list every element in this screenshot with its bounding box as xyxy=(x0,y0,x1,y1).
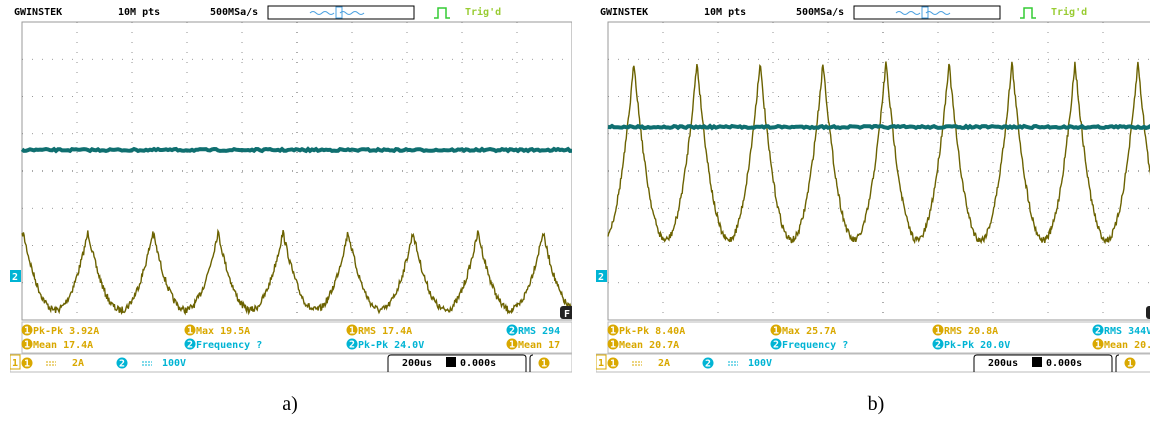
channel-number: 2 xyxy=(773,340,779,351)
measurement: Pk-Pk 20.0V xyxy=(944,340,1010,351)
channel-number: 1 xyxy=(349,326,355,337)
trigger-icon xyxy=(434,8,450,18)
channel-number: 2 xyxy=(509,326,515,337)
channel-number: 2 xyxy=(1095,326,1101,337)
measurement-panel xyxy=(608,322,1150,353)
brand: GWINSTEK xyxy=(600,7,648,18)
corner-icon: F xyxy=(564,309,570,320)
trigger-source: 1 xyxy=(12,358,18,369)
h-position: 0.000s xyxy=(460,358,496,369)
channel-number: 1 xyxy=(935,326,941,337)
record-length: 10M pts xyxy=(118,7,160,18)
measurement: Mean 17.4A xyxy=(33,340,93,351)
measurement: Max 19.5A xyxy=(196,326,250,337)
channel-number: 1 xyxy=(773,326,779,337)
measurement: Pk-Pk 3.92A xyxy=(33,326,99,337)
h-icon xyxy=(446,357,456,367)
channel-2-trace xyxy=(22,149,572,151)
timebase: 200us xyxy=(402,358,432,369)
trigger-status: Trig'd xyxy=(1051,6,1087,18)
ground-marker: 2 xyxy=(12,272,18,283)
record-length: 10M pts xyxy=(704,7,746,18)
channel-number: 1 xyxy=(24,340,30,351)
caption: a) xyxy=(282,393,298,415)
figure: GWINSTEK10M pts500MSa/sTrig'd2F1Pk-Pk 3.… xyxy=(0,0,1150,423)
channel-number: 1 xyxy=(509,340,515,351)
right-label: 1 xyxy=(1127,359,1133,370)
caption: b) xyxy=(868,393,885,415)
right-label: 1 xyxy=(541,359,547,370)
ch1-label: 1 xyxy=(610,359,616,370)
channel-number: 2 xyxy=(349,340,355,351)
ch2-label: 2 xyxy=(119,359,125,370)
ch1-scale: 2A xyxy=(72,358,84,369)
trigger-icon xyxy=(1020,8,1036,18)
measurement-panel xyxy=(22,322,572,353)
ch2-label: 2 xyxy=(705,359,711,370)
channel-number: 1 xyxy=(610,326,616,337)
ch1-label: 1 xyxy=(24,359,30,370)
channel-2-trace xyxy=(608,126,1150,128)
channel-number: 2 xyxy=(935,340,941,351)
sample-rate: 500MSa/s xyxy=(796,7,844,18)
measurement: RMS 294 xyxy=(518,326,560,337)
h-position: 0.000s xyxy=(1046,358,1082,369)
ch2-scale: 100V xyxy=(162,358,186,369)
h-icon xyxy=(1032,357,1042,367)
measurement: Pk-Pk 8.40A xyxy=(619,326,685,337)
channel-number: 2 xyxy=(187,340,193,351)
ch2-scale: 100V xyxy=(748,358,772,369)
channel-number: 1 xyxy=(610,340,616,351)
measurement: Mean 17 xyxy=(518,340,560,351)
measurement: Mean 20.7A xyxy=(619,340,679,351)
measurement: Frequency ? xyxy=(782,340,848,351)
measurement: RMS 17.4A xyxy=(358,326,412,337)
channel-number: 1 xyxy=(187,326,193,337)
channel-number: 1 xyxy=(24,326,30,337)
trigger-status: Trig'd xyxy=(465,6,501,18)
channel-number: 1 xyxy=(1095,340,1101,351)
page: GWINSTEK10M pts500MSa/sTrig'd2F1Pk-Pk 3.… xyxy=(0,0,1150,423)
measurement: Pk-Pk 24.0V xyxy=(358,340,424,351)
trigger-source: 1 xyxy=(598,358,604,369)
measurement: Frequency ? xyxy=(196,340,262,351)
timebase: 200us xyxy=(988,358,1018,369)
measurement: RMS 344V xyxy=(1104,326,1150,337)
measurement: RMS 20.8A xyxy=(944,326,998,337)
ground-marker: 2 xyxy=(598,272,604,283)
sample-rate: 500MSa/s xyxy=(210,7,258,18)
measurement: Max 25.7A xyxy=(782,326,836,337)
measurement: Mean 20. xyxy=(1104,340,1150,351)
ch1-scale: 2A xyxy=(658,358,670,369)
brand: GWINSTEK xyxy=(14,7,62,18)
